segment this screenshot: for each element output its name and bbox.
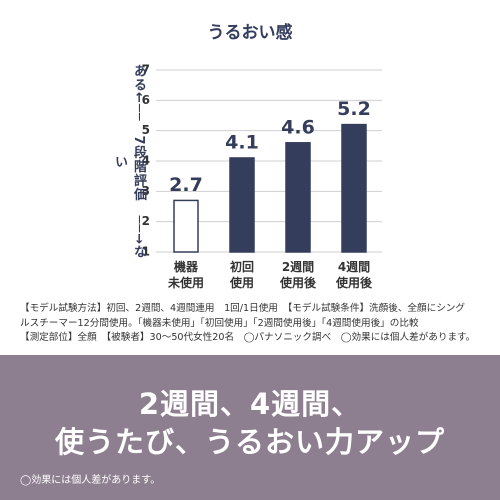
banner-footnote: ◯効果には個人差があります。 — [20, 475, 161, 486]
bar — [173, 199, 199, 253]
bar — [229, 157, 255, 253]
y-tick-label: 4 — [142, 154, 150, 168]
x-tick-label: 機器未使用 — [167, 259, 204, 290]
x-tick-label: 2週間使用後 — [279, 259, 317, 290]
banner-line: 使うたび、うるおい力アップ — [54, 425, 445, 459]
note-line: 【モデル試験方法】初回、2週間、4週間連用 1回/1日使用 【モデル試験条件】洗… — [20, 303, 465, 314]
y-tick-label: 5 — [142, 123, 150, 137]
chart: うるおい感 1 2 3 4 5 6 7 2.7 機器未使用 4.1 初回使用 4.6 2週間使用後 5.2… — [142, 22, 382, 290]
value-label: 2.7 — [169, 174, 203, 196]
note-line: ルスチーマー12分間使用。「機器未使用」「初回使用」「2週間使用後」「4週間使用… — [20, 317, 419, 329]
y-tick-label: 2 — [142, 214, 150, 228]
value-label: 4.6 — [281, 116, 315, 138]
notes: 【モデル試験方法】初回、2週間、4週間連用 1回/1日使用 【モデル試験条件】洗… — [20, 302, 490, 346]
chart-title: うるおい感 — [208, 22, 293, 43]
banner-line: 2週間、4週間、 — [138, 387, 362, 421]
banner: 2週間、4週間、 使うたび、うるおい力アップ ◯効果には個人差があります。 — [0, 355, 500, 500]
y-axis-label: ある←── 7段階評価 ──→ない — [112, 64, 146, 260]
note-line: 【測定部位】全顔 【被験者】30～50代女性20名 ◯パナソニック調べ ◯効果に… — [20, 332, 476, 343]
y-tick-label: 1 — [142, 245, 150, 259]
value-label: 4.1 — [225, 131, 259, 153]
value-label: 5.2 — [337, 98, 371, 120]
bar — [285, 142, 311, 253]
y-tick-label: 3 — [142, 184, 150, 198]
bar — [341, 123, 367, 253]
x-tick-label: 初回使用 — [229, 259, 254, 290]
x-tick-label: 4週間使用後 — [335, 259, 373, 290]
y-tick-label: 7 — [142, 63, 150, 77]
y-tick-label: 6 — [142, 93, 150, 107]
